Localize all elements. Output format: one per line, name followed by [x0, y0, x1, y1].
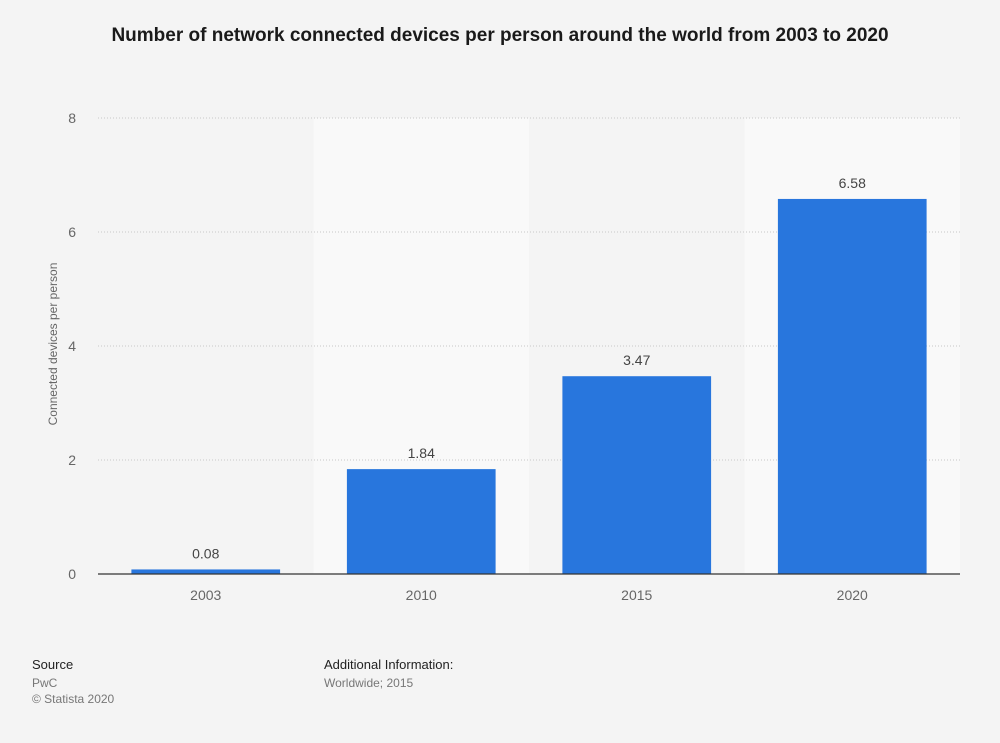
x-tick-label: 2020: [837, 587, 868, 603]
value-label: 6.58: [839, 175, 866, 191]
value-label: 3.47: [623, 352, 650, 368]
value-labels: 0.08 1.84 3.47 6.58: [192, 175, 866, 562]
bars: [131, 198, 927, 574]
x-tick-label: 2015: [621, 587, 652, 603]
bar: [131, 569, 281, 574]
additional-info-heading: Additional Information:: [324, 657, 454, 672]
source-name[interactable]: PwC: [32, 676, 58, 690]
x-tick-label: 2010: [406, 587, 437, 603]
y-tick-label: 6: [68, 224, 76, 240]
x-tick-labels: 2003 2010 2015 2020: [190, 587, 868, 603]
additional-info-text: Worldwide; 2015: [324, 676, 414, 690]
y-tick-labels: 0 2 4 6 8: [68, 110, 76, 582]
copyright-text[interactable]: © Statista 2020: [32, 692, 115, 706]
y-tick-label: 8: [68, 110, 76, 126]
source-heading: Source: [32, 657, 74, 672]
value-label: 0.08: [192, 545, 219, 561]
bar: [562, 376, 712, 574]
y-tick-label: 2: [68, 452, 76, 468]
x-tick-label: 2003: [190, 587, 221, 603]
chart-title: Number of network connected devices per …: [111, 25, 889, 46]
bar: [346, 469, 496, 574]
y-tick-label: 0: [68, 566, 76, 582]
bar: [777, 198, 927, 574]
y-axis-label: Connected devices per person: [46, 263, 60, 426]
value-label: 1.84: [408, 445, 435, 461]
y-tick-label: 4: [68, 338, 76, 354]
